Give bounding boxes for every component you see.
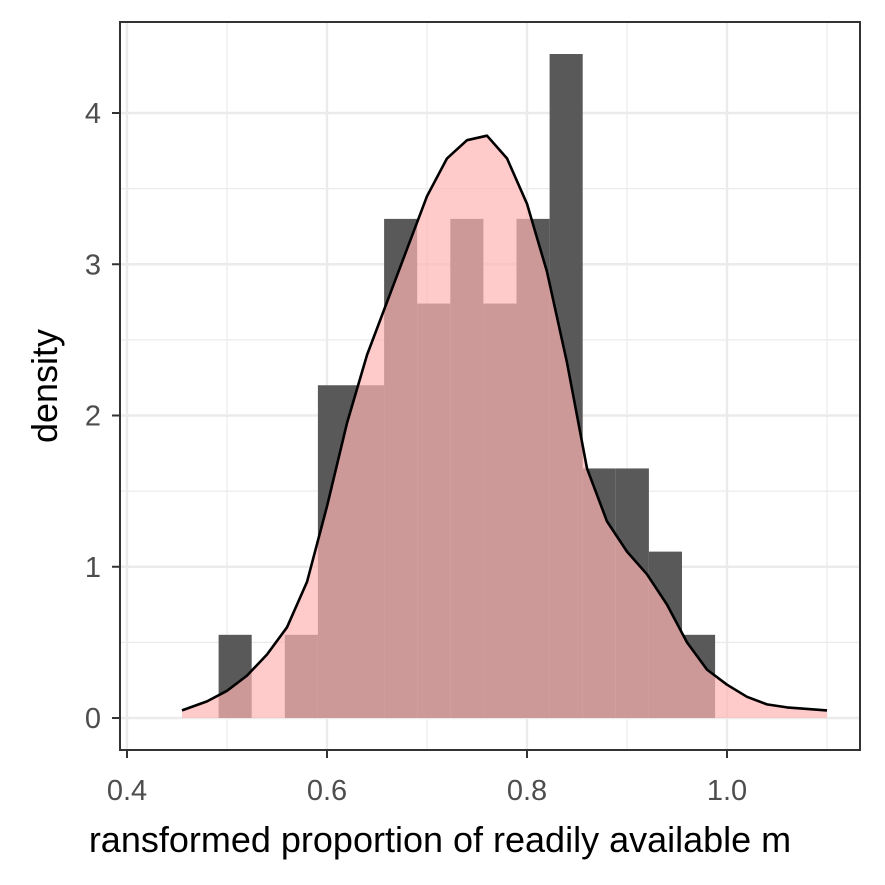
y-axis: 0 1 2 3 4 — [85, 98, 120, 735]
y-tick-label: 4 — [85, 98, 101, 130]
y-tick-label: 1 — [85, 552, 101, 584]
x-axis: 0.4 0.6 0.8 1.0 — [107, 750, 747, 807]
y-tick-label: 0 — [85, 703, 101, 735]
density-area — [182, 135, 827, 718]
x-tick-label: 0.6 — [307, 775, 347, 807]
density-line — [181, 134, 828, 712]
x-tick-label: 0.8 — [507, 775, 547, 807]
panel-border — [119, 21, 861, 751]
y-tick-label: 3 — [85, 249, 101, 281]
y-tick-label: 2 — [85, 401, 101, 433]
x-axis-title: ransformed proportion of readily availab… — [89, 819, 791, 860]
x-tick-label: 0.4 — [107, 775, 147, 807]
density-curve-group — [181, 134, 828, 718]
x-tick-label: 1.0 — [707, 775, 747, 807]
y-axis-title: density — [24, 329, 65, 443]
